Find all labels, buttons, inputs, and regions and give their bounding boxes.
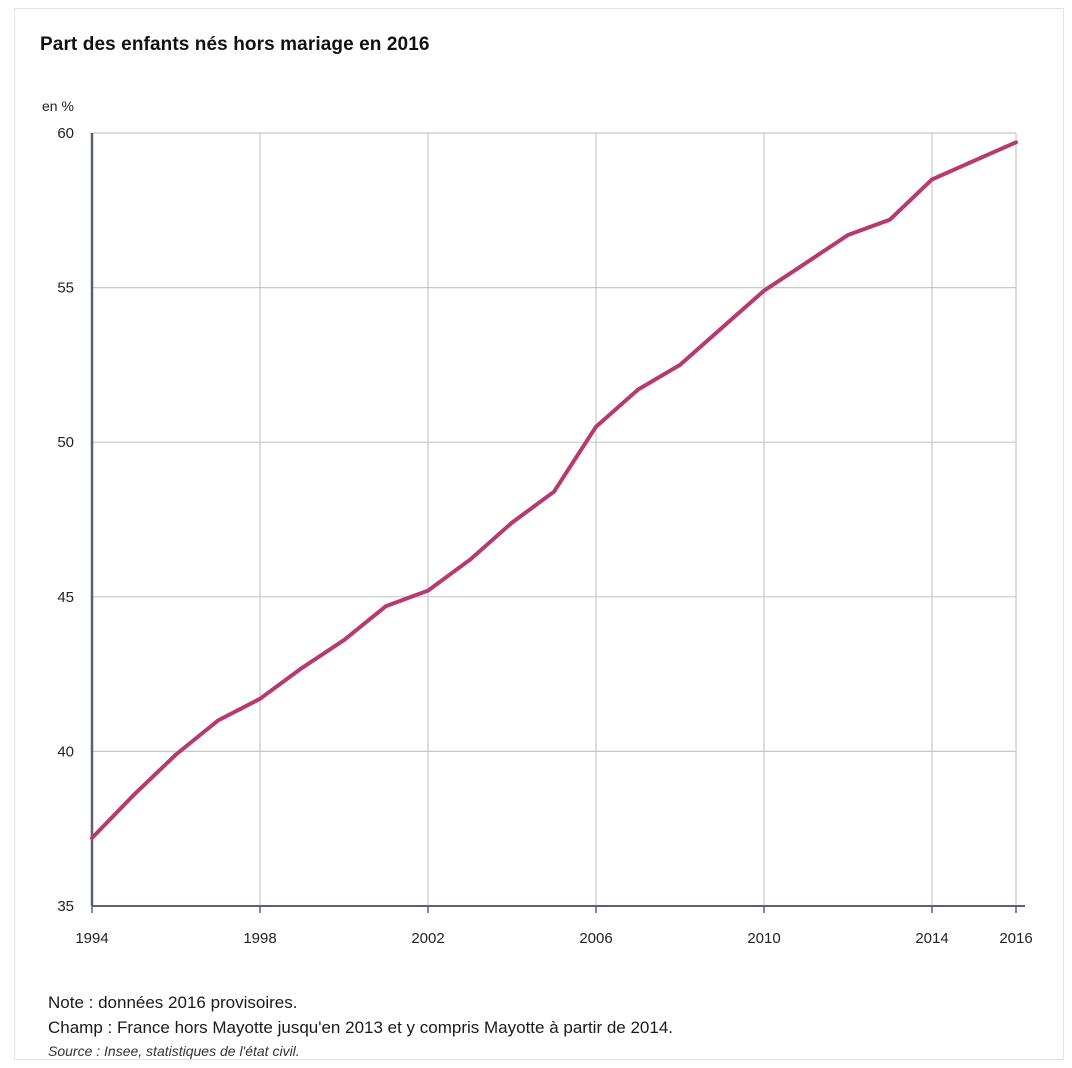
source-text: Source : Insee, statistiques de l'état c… [48,1043,300,1059]
series-group [90,140,1018,840]
champ-text: Champ : France hors Mayotte jusqu'en 201… [48,1018,674,1037]
note-text: Note : données 2016 provisoires. [48,993,298,1012]
chart-title: Part des enfants nés hors mariage en 201… [40,34,430,55]
y-tick-labels: 35 40 45 50 55 60 [57,125,74,915]
series-line [90,140,1018,840]
chart-frame [14,8,1064,1060]
gridlines [92,132,1017,906]
x-tick-labels: 1994 1998 2002 2006 2010 2014 2016 [75,930,1032,947]
x-tick-label: 2002 [411,930,444,947]
y-tick-label: 50 [57,434,74,451]
chart-notes: Note : données 2016 provisoires. Champ :… [48,990,673,1062]
x-tick-label: 2016 [999,930,1032,947]
x-tick-label: 2006 [579,930,612,947]
x-tick-label: 2010 [747,930,780,947]
y-tick-label: 35 [57,898,74,915]
x-tick-label: 2014 [915,930,948,947]
x-tick-label: 1994 [75,930,108,947]
x-tick-label: 1998 [243,930,276,947]
y-axis-unit-label: en % [42,98,74,114]
y-tick-label: 55 [57,280,74,297]
y-tick-label: 45 [57,589,74,606]
y-tick-label: 40 [57,743,74,760]
y-tick-label: 60 [57,125,74,142]
axes [90,133,1025,913]
